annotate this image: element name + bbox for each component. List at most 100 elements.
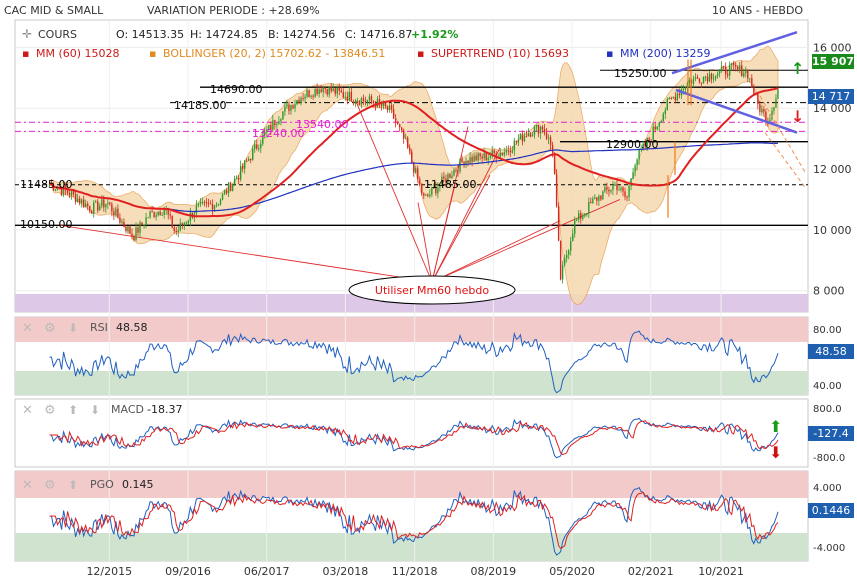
- candle: [447, 174, 449, 183]
- candle: [702, 76, 705, 84]
- candle: [274, 120, 276, 126]
- ohlc-close: C: 14716.87: [345, 28, 413, 41]
- candle: [268, 125, 270, 131]
- candle: [129, 226, 131, 234]
- candle: [382, 102, 385, 107]
- supertrend-swatch: ▪: [417, 47, 425, 60]
- candle: [179, 223, 181, 231]
- price-tag-upper-text: 15 907: [812, 55, 854, 68]
- candle: [437, 187, 439, 194]
- candle: [708, 73, 711, 82]
- close-icon[interactable]: ✕: [22, 321, 33, 336]
- arrow-down-icon: ⬇: [769, 443, 782, 462]
- candle: [250, 158, 252, 160]
- candle: [563, 258, 566, 265]
- candle: [505, 150, 508, 153]
- candle: [513, 140, 516, 151]
- candle: [406, 137, 409, 148]
- candle: [509, 150, 512, 153]
- candle: [565, 254, 568, 259]
- candle: [239, 165, 242, 180]
- candle: [473, 155, 475, 162]
- x-tick-label: 11/2018: [392, 565, 438, 578]
- arrow-up-icon[interactable]: ⬆: [68, 403, 78, 417]
- fan-line: [431, 147, 501, 283]
- candle: [217, 204, 220, 206]
- macd-value: -18.37: [147, 403, 182, 416]
- candle: [743, 73, 745, 77]
- annotation-ellipse: [348, 275, 516, 305]
- fan-line: [354, 98, 433, 283]
- arrow-up-icon[interactable]: ⬆: [68, 478, 78, 492]
- candle: [149, 211, 151, 218]
- rsi-value: 48.58: [116, 321, 148, 334]
- pgo-tick-minus4: -4.000: [813, 543, 845, 554]
- rsi-header: ✕ ⚙ ⬇ RSI 48.58: [22, 321, 148, 336]
- candle: [722, 66, 725, 68]
- cross-icon[interactable]: ✛: [22, 27, 33, 41]
- candle: [650, 139, 652, 141]
- candle: [769, 119, 771, 123]
- candle: [610, 189, 612, 192]
- level-label-13240: 13240.00: [252, 127, 305, 140]
- candle: [666, 99, 668, 111]
- candle: [342, 92, 344, 98]
- candle: [507, 150, 510, 152]
- close-icon[interactable]: ✕: [22, 478, 33, 493]
- mm200-legend: MM (200) 13259: [620, 47, 711, 60]
- candle: [590, 201, 592, 204]
- ohlc-high: H: 14724.85: [190, 28, 258, 41]
- candle: [551, 144, 554, 153]
- candle: [203, 201, 206, 203]
- candle: [159, 211, 161, 216]
- candle: [334, 88, 336, 94]
- candle: [469, 157, 471, 163]
- candle: [145, 217, 147, 225]
- candle: [608, 189, 610, 192]
- candle: [262, 134, 264, 144]
- candle: [336, 87, 338, 94]
- close-icon[interactable]: ✕: [22, 403, 33, 418]
- candle: [127, 226, 129, 232]
- candle: [207, 202, 210, 204]
- candle: [730, 62, 733, 66]
- candle: [286, 104, 288, 107]
- gear-icon[interactable]: ⚙: [44, 321, 56, 336]
- candle: [735, 65, 737, 67]
- candle: [360, 98, 363, 105]
- candle: [602, 191, 604, 200]
- candle: [223, 190, 226, 194]
- candle: [759, 104, 761, 113]
- x-tick-label: 02/2021: [628, 565, 674, 578]
- candle: [181, 223, 184, 226]
- candle: [636, 159, 638, 166]
- rsi-label: RSI: [90, 321, 108, 334]
- candle: [704, 76, 707, 78]
- level-label-11485-left: 11485.00: [20, 178, 73, 191]
- gear-icon[interactable]: ⚙: [44, 403, 56, 418]
- gear-icon[interactable]: ⚙: [44, 478, 56, 493]
- fan-line: [431, 220, 561, 283]
- candle: [630, 178, 632, 187]
- candle: [121, 221, 123, 223]
- candle: [541, 126, 544, 130]
- instrument-name: CAC MID & SMALL: [4, 4, 104, 17]
- candle: [648, 138, 650, 140]
- candle: [362, 98, 365, 101]
- candle: [344, 96, 347, 98]
- fan-line: [59, 224, 433, 283]
- candle: [545, 132, 548, 139]
- candle: [533, 126, 536, 135]
- candle: [656, 126, 658, 130]
- candle: [296, 99, 298, 105]
- candle: [682, 89, 685, 91]
- candle: [390, 105, 393, 110]
- arrow-down-icon[interactable]: ⬇: [68, 321, 78, 335]
- candle: [215, 204, 218, 206]
- level-label-14690: 14690.00: [210, 83, 263, 96]
- pgo-signal-line: [49, 491, 779, 550]
- candle: [330, 86, 332, 91]
- arrow-down-icon[interactable]: ⬇: [90, 403, 100, 417]
- candle: [320, 89, 322, 92]
- candle: [402, 130, 405, 139]
